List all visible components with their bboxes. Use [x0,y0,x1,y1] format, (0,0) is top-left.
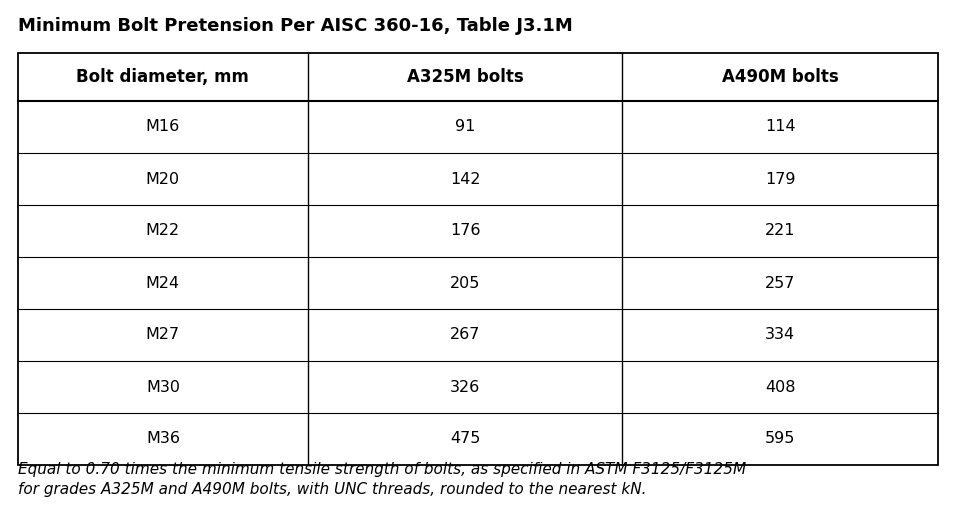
Text: M27: M27 [146,328,180,342]
Text: M16: M16 [146,119,180,134]
Text: 334: 334 [765,328,796,342]
Text: M24: M24 [146,276,180,290]
Text: 179: 179 [765,171,796,186]
Text: M30: M30 [146,380,180,394]
Text: Minimum Bolt Pretension Per AISC 360-16, Table J3.1M: Minimum Bolt Pretension Per AISC 360-16,… [18,17,573,35]
Text: A325M bolts: A325M bolts [407,68,523,86]
Text: M36: M36 [146,432,180,447]
Text: 91: 91 [455,119,476,134]
Text: 595: 595 [765,432,796,447]
Text: 205: 205 [450,276,480,290]
Text: 408: 408 [765,380,796,394]
Text: 257: 257 [765,276,796,290]
Text: 221: 221 [765,224,796,238]
Text: for grades A325M and A490M bolts, with UNC threads, rounded to the nearest kN.: for grades A325M and A490M bolts, with U… [18,482,647,497]
Text: 267: 267 [450,328,480,342]
Text: 114: 114 [765,119,796,134]
Text: M20: M20 [146,171,180,186]
Text: 142: 142 [450,171,480,186]
Text: 176: 176 [450,224,480,238]
Text: 326: 326 [450,380,480,394]
Text: M22: M22 [146,224,180,238]
Text: A490M bolts: A490M bolts [722,68,838,86]
Text: Equal to 0.70 times the minimum tensile strength of bolts, as specified in ASTM : Equal to 0.70 times the minimum tensile … [18,462,746,477]
Text: 475: 475 [450,432,480,447]
Text: Bolt diameter, mm: Bolt diameter, mm [76,68,249,86]
